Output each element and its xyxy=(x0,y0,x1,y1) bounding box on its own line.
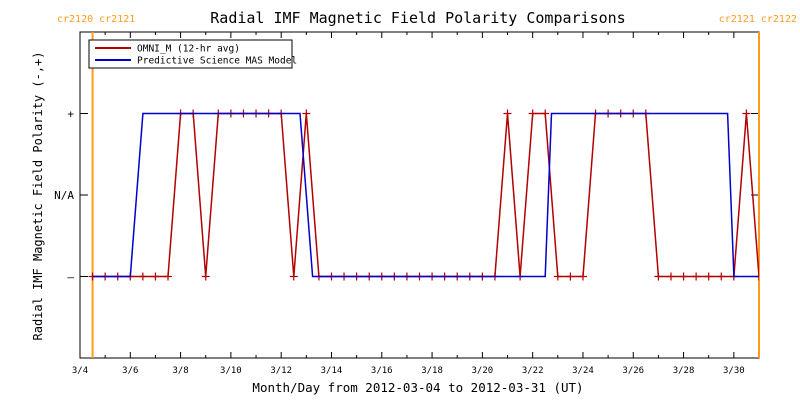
x-tick-label: 3/22 xyxy=(522,366,544,376)
x-axis-label: Month/Day from 2012-03-04 to 2012-03-31 … xyxy=(252,380,583,395)
x-tick-label: 3/8 xyxy=(172,366,188,376)
plot-frame xyxy=(79,31,760,359)
series-point xyxy=(566,272,575,281)
series-point xyxy=(201,272,210,281)
x-tick-label: 3/4 xyxy=(72,366,88,376)
carrington-marker-label: cr2121 cr2122 xyxy=(719,14,797,25)
x-tick-label: 3/10 xyxy=(220,366,242,376)
series-point xyxy=(164,272,173,281)
series-0 xyxy=(88,109,759,281)
x-tick-label: 3/18 xyxy=(421,366,443,376)
series-point xyxy=(717,272,726,281)
y-tick-label: – xyxy=(67,271,74,284)
y-axis-label: Radial IMF Magnetic Field Polarity (-,+) xyxy=(31,52,45,341)
series-point xyxy=(654,272,663,281)
series-point xyxy=(528,109,537,118)
legend-box xyxy=(88,39,293,69)
legend: OMNI_M (12-hr avg)Predictive Science MAS… xyxy=(88,39,297,69)
x-tick-label: 3/6 xyxy=(122,366,138,376)
series-point xyxy=(704,272,713,281)
series-point xyxy=(151,272,160,281)
y-axis-ticks: – N/A + xyxy=(54,108,759,284)
x-tick-label: 3/30 xyxy=(723,366,745,376)
series-point xyxy=(666,272,675,281)
carrington-marker-label: cr2120 cr2121 xyxy=(57,14,135,25)
y-tick-label: N/A xyxy=(54,189,74,202)
legend-label: Predictive Science MAS Model xyxy=(137,56,297,67)
x-tick-label: 3/24 xyxy=(572,366,594,376)
series-point xyxy=(289,272,298,281)
series-point xyxy=(553,272,562,281)
series-1 xyxy=(92,112,759,278)
x-tick-label: 3/12 xyxy=(270,366,292,376)
legend-label: OMNI_M (12-hr avg) xyxy=(137,44,240,55)
series-point xyxy=(679,272,688,281)
x-tick-label: 3/16 xyxy=(371,366,393,376)
series-point xyxy=(503,109,512,118)
x-axis-ticks: 3/4 3/6 3/8 3/10 3/12 3/14 3/16 3/18 3/20 3/22 3/2… xyxy=(72,32,760,376)
y-tick-label: + xyxy=(67,108,74,121)
series-point xyxy=(541,109,550,118)
series-point xyxy=(578,272,587,281)
chart-title: Radial IMF Magnetic Field Polarity Compa… xyxy=(210,9,625,27)
series-line xyxy=(92,112,759,278)
x-tick-label: 3/14 xyxy=(321,366,343,376)
series-line xyxy=(92,112,759,278)
x-tick-label: 3/28 xyxy=(673,366,695,376)
series-point xyxy=(138,272,147,281)
plot-area xyxy=(79,31,760,359)
x-tick-label: 3/26 xyxy=(622,366,644,376)
series-point xyxy=(692,272,701,281)
series-layer xyxy=(88,109,759,281)
x-tick-label: 3/20 xyxy=(472,366,494,376)
carrington-rotation-markers: cr2120 cr2121 cr2121 cr2122 xyxy=(57,14,797,358)
series-point xyxy=(742,109,751,118)
series-point xyxy=(302,109,311,118)
